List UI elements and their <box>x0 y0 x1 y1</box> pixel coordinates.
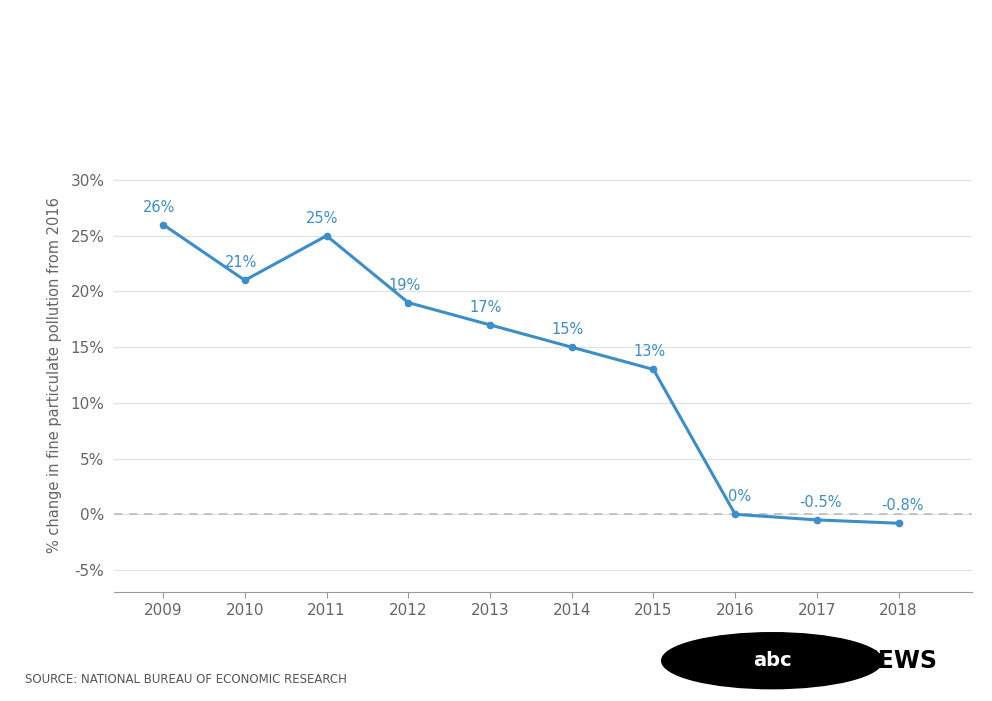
Text: 17%: 17% <box>470 300 502 315</box>
Text: 15%: 15% <box>552 322 583 337</box>
Text: 25%: 25% <box>307 211 338 226</box>
Text: abc: abc <box>753 651 792 670</box>
Text: NEWS: NEWS <box>859 648 937 673</box>
Y-axis label: % change in fine particulate pollution from 2016: % change in fine particulate pollution f… <box>47 197 62 553</box>
Text: 21%: 21% <box>224 255 257 271</box>
Text: AIR POLLUTION IN THE: AIR POLLUTION IN THE <box>265 36 727 70</box>
Text: 19%: 19% <box>388 278 421 292</box>
Text: -0.8%: -0.8% <box>882 498 924 513</box>
Text: 0%: 0% <box>728 489 751 504</box>
Text: UNITED STATES - NORTHEAST: UNITED STATES - NORTHEAST <box>195 90 797 125</box>
Text: 13%: 13% <box>633 344 666 360</box>
Text: SOURCE: NATIONAL BUREAU OF ECONOMIC RESEARCH: SOURCE: NATIONAL BUREAU OF ECONOMIC RESE… <box>25 672 346 686</box>
Text: 26%: 26% <box>143 200 176 215</box>
Text: -0.5%: -0.5% <box>800 495 842 510</box>
Circle shape <box>662 633 883 688</box>
